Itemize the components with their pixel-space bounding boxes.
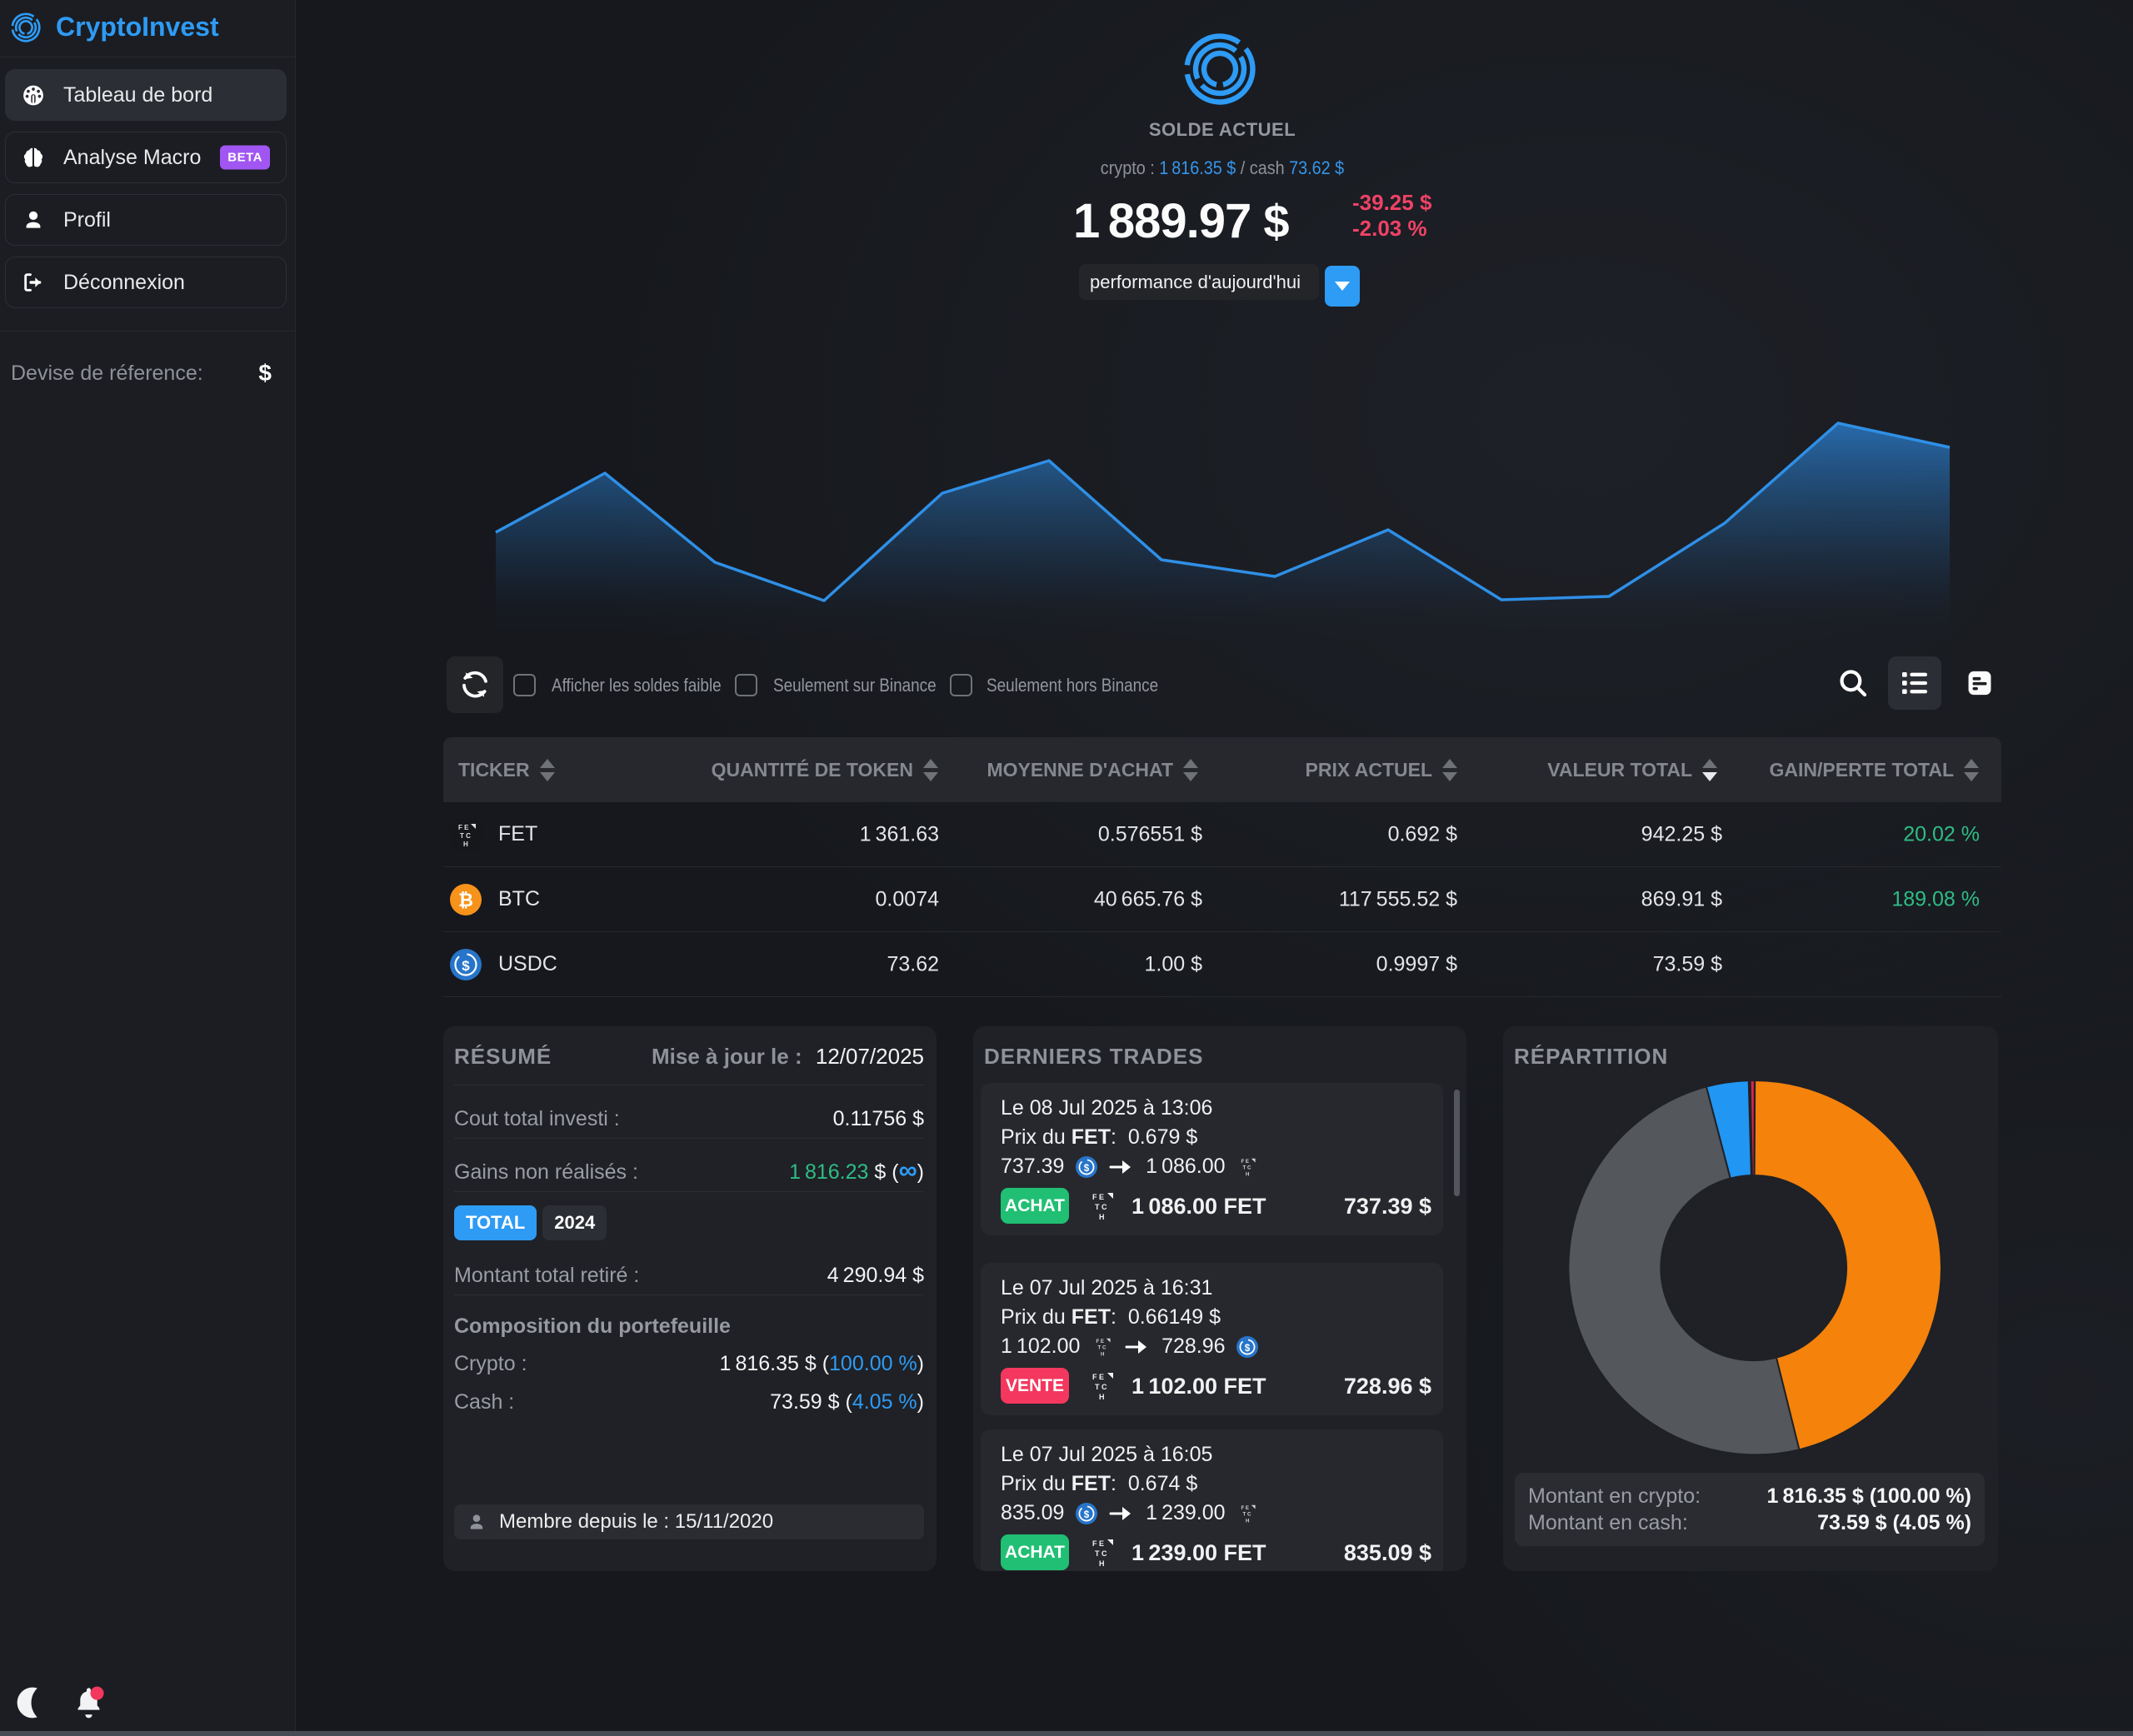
svg-text:$: $	[1245, 1342, 1251, 1353]
svg-text:H: H	[1246, 1171, 1250, 1177]
svg-text:F E: F E	[1092, 1539, 1104, 1548]
svg-text:F E: F E	[458, 824, 469, 831]
svg-text:$: $	[1084, 1162, 1090, 1173]
svg-text:T C: T C	[1095, 1203, 1107, 1211]
svg-text:F E: F E	[1092, 1193, 1104, 1201]
svg-text:T C: T C	[460, 832, 471, 840]
svg-text:$: $	[1084, 1509, 1090, 1519]
svg-text:T C: T C	[1095, 1549, 1107, 1558]
svg-text:$: $	[462, 958, 470, 974]
svg-text:₿: ₿	[458, 890, 473, 910]
svg-text:H: H	[1101, 1351, 1105, 1357]
svg-text:H: H	[1246, 1518, 1250, 1524]
svg-text:T C: T C	[1095, 1383, 1107, 1391]
svg-text:T C: T C	[1098, 1344, 1106, 1350]
svg-text:H: H	[1099, 1213, 1105, 1221]
svg-text:F E: F E	[1092, 1373, 1104, 1381]
svg-text:F E: F E	[1241, 1159, 1250, 1165]
svg-text:F E: F E	[1241, 1505, 1250, 1511]
svg-text:T C: T C	[1243, 1165, 1251, 1170]
svg-text:H: H	[1099, 1393, 1105, 1401]
svg-text:F E: F E	[1096, 1339, 1105, 1344]
svg-text:T C: T C	[1243, 1511, 1251, 1517]
svg-text:H: H	[1099, 1559, 1105, 1568]
svg-text:H: H	[463, 841, 468, 848]
